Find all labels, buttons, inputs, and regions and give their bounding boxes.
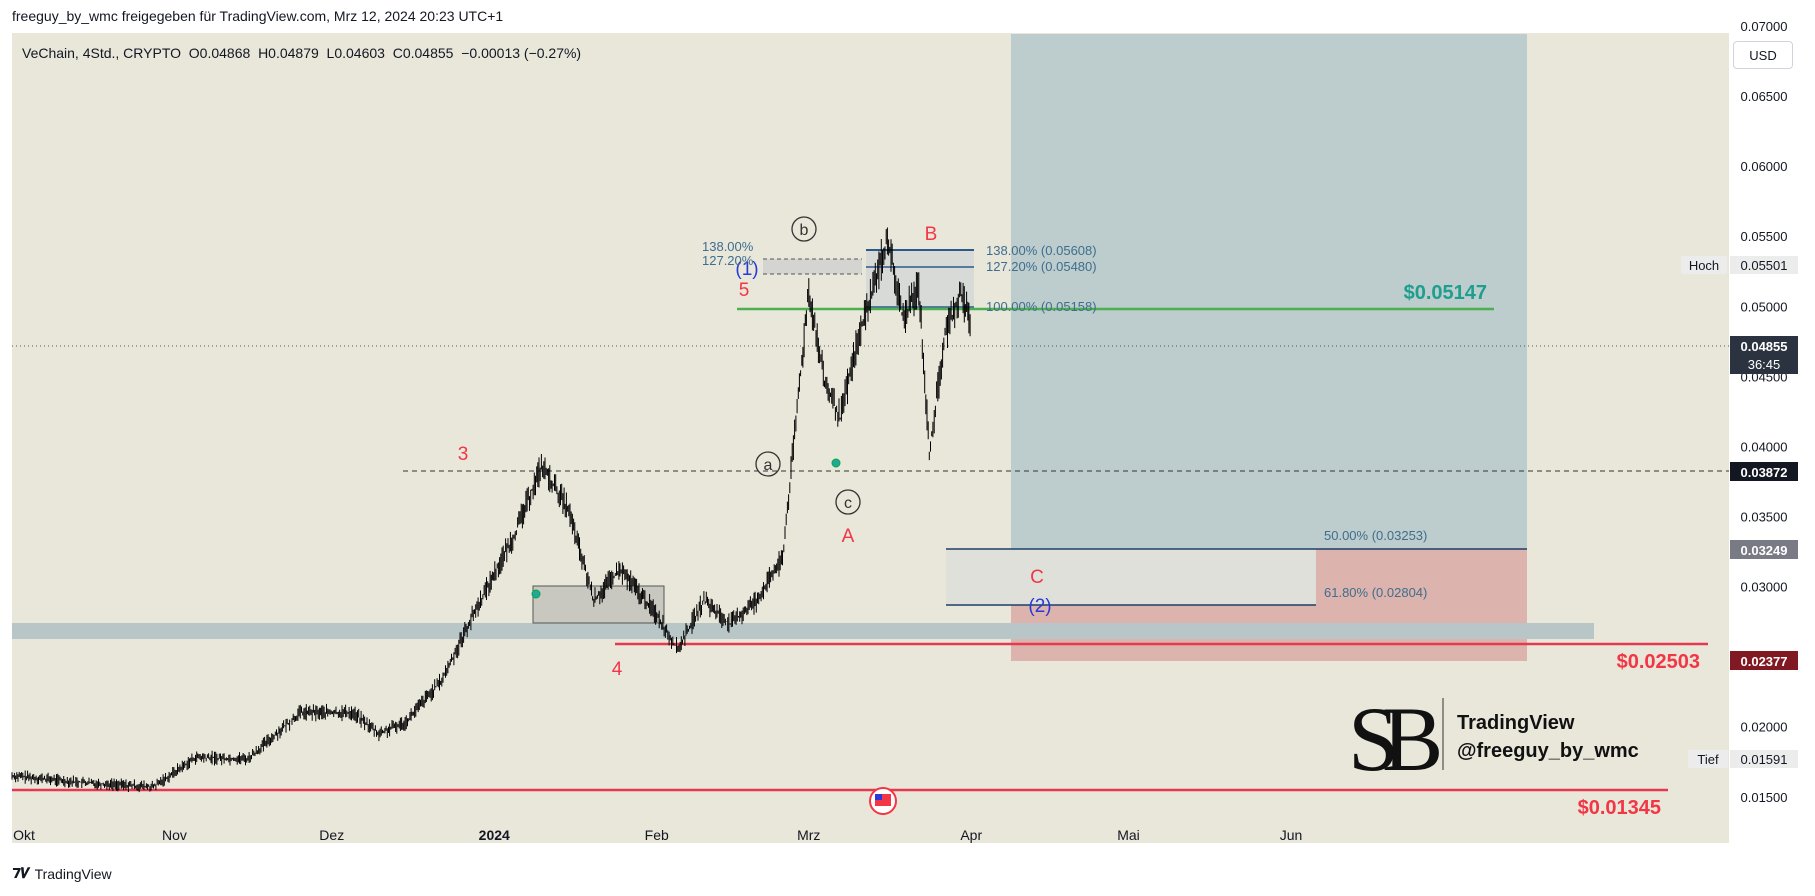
- price-tick-label: 0.01500: [1741, 790, 1788, 805]
- price-tick-label: 0.05000: [1741, 299, 1788, 314]
- wave-label-3[interactable]: 3: [458, 444, 469, 465]
- wave-circle-a[interactable]: [755, 451, 781, 477]
- candle-series[interactable]: [11, 227, 971, 793]
- hoch-value: 0.05501: [1741, 258, 1788, 273]
- price-tick-label: 0.07000: [1741, 19, 1788, 34]
- hoch-label-box: [1681, 256, 1727, 274]
- time-tick-label: Jun: [1280, 827, 1303, 843]
- symbol-legend[interactable]: VeChain, 4Std., CRYPTO O0.04868 H0.04879…: [22, 45, 582, 61]
- wave-circle-c[interactable]: [835, 489, 861, 515]
- tief-label-box: [1688, 750, 1728, 768]
- time-axis-ticks: Okt Nov Dez 2024 Feb Mrz Apr Mai Jun: [13, 827, 1302, 843]
- price-tick-label: 0.06500: [1741, 89, 1788, 104]
- time-tick-label: Nov: [162, 827, 187, 843]
- wave-marker-dot[interactable]: [531, 589, 541, 599]
- fib-label-618: 61.80% (0.02804): [1324, 585, 1427, 600]
- fib-label-138-left: 138.00%: [702, 239, 754, 254]
- fib-label-127: 127.20% (0.05480): [986, 259, 1097, 274]
- level-0238-tag: [1730, 651, 1798, 670]
- wave-label-A[interactable]: A: [842, 526, 855, 547]
- wave-label-C[interactable]: C: [1030, 567, 1044, 588]
- us-flag-canton: [875, 794, 882, 800]
- footer: 𝟳𝑽 TradingView: [12, 865, 112, 882]
- fib-label-127-left: 127.20%: [702, 253, 754, 268]
- time-tick-label: Dez: [319, 827, 344, 843]
- candle-wicks[interactable]: [11, 227, 971, 793]
- fib-label-100: 100.00% (0.05158): [986, 299, 1097, 314]
- current-price-box: [1730, 336, 1798, 374]
- wave-label-5[interactable]: 5: [739, 280, 750, 301]
- level-0325-tag: [1730, 540, 1798, 559]
- wave-circle-c-label: c: [844, 495, 852, 512]
- footer-brand[interactable]: TradingView: [34, 865, 112, 882]
- tief-value-box: [1730, 750, 1798, 768]
- wave-marker-dot[interactable]: [831, 458, 841, 468]
- countdown-value: 36:45: [1748, 357, 1781, 372]
- price-tick-label: 0.06000: [1741, 159, 1788, 174]
- fib-label-138: 138.00% (0.05608): [986, 243, 1097, 258]
- price-tick-label: 0.03000: [1741, 580, 1788, 595]
- red-level-label-2: $0.01345: [1578, 797, 1661, 819]
- tief-value: 0.01591: [1741, 752, 1788, 767]
- support-band[interactable]: [12, 623, 1594, 639]
- red-level-label-1: $0.02503: [1617, 651, 1700, 673]
- price-tick-label: 0.04000: [1741, 439, 1788, 454]
- target-zone[interactable]: [1011, 34, 1527, 549]
- fib-box-left-small[interactable]: [763, 259, 862, 274]
- level-0387-tag: [1730, 462, 1798, 481]
- price-axis-background[interactable]: [1729, 33, 1815, 843]
- logo-monogram-B: B: [1382, 688, 1443, 790]
- logo-monogram-S: S: [1348, 688, 1399, 790]
- price-tick-label: 0.02000: [1741, 720, 1788, 735]
- watermark-handle: @freeguy_by_wmc: [1457, 740, 1639, 762]
- wave-circle-a-label: a: [764, 457, 773, 474]
- level-0325-value: 0.03249: [1741, 543, 1788, 558]
- fib-label-50: 50.00% (0.03253): [1324, 528, 1427, 543]
- wave-label-2-blue[interactable]: (2): [1028, 596, 1051, 617]
- time-tick-label: Mrz: [797, 827, 820, 843]
- time-tick-label: 2024: [479, 827, 510, 843]
- price-tick-label: 0.03500: [1741, 509, 1788, 524]
- time-tick-label: Feb: [645, 827, 669, 843]
- publish-line: freeguy_by_wmc freigegeben für TradingVi…: [12, 8, 504, 24]
- fib-box-bottom[interactable]: [946, 549, 1316, 605]
- hoch-value-box: [1730, 256, 1798, 274]
- currency-button[interactable]: USD: [1733, 41, 1793, 69]
- wave-circle-b[interactable]: [791, 216, 817, 242]
- green-target-label: $0.05147: [1404, 282, 1487, 304]
- wave-label-4[interactable]: 4: [612, 659, 623, 680]
- wave-label-1-blue[interactable]: (1): [735, 259, 758, 280]
- time-tick-label: Mai: [1117, 827, 1140, 843]
- level-0387-value: 0.03872: [1741, 465, 1788, 480]
- watermark-title: TradingView: [1457, 712, 1575, 734]
- level-0238-value: 0.02377: [1741, 654, 1788, 669]
- time-tick-label: Okt: [13, 827, 35, 843]
- time-tick-label: Apr: [960, 827, 982, 843]
- wave-label-B[interactable]: B: [925, 224, 938, 245]
- wave-circle-b-label: b: [800, 222, 809, 239]
- price-tick-label: 0.05500: [1741, 229, 1788, 244]
- hoch-label: Hoch: [1689, 258, 1719, 273]
- watermark-logo: S B: [1348, 688, 1444, 790]
- tradingview-logo-icon: 𝟳𝑽: [12, 865, 30, 881]
- current-price-value: 0.04855: [1741, 339, 1788, 354]
- tief-label: Tief: [1697, 752, 1719, 767]
